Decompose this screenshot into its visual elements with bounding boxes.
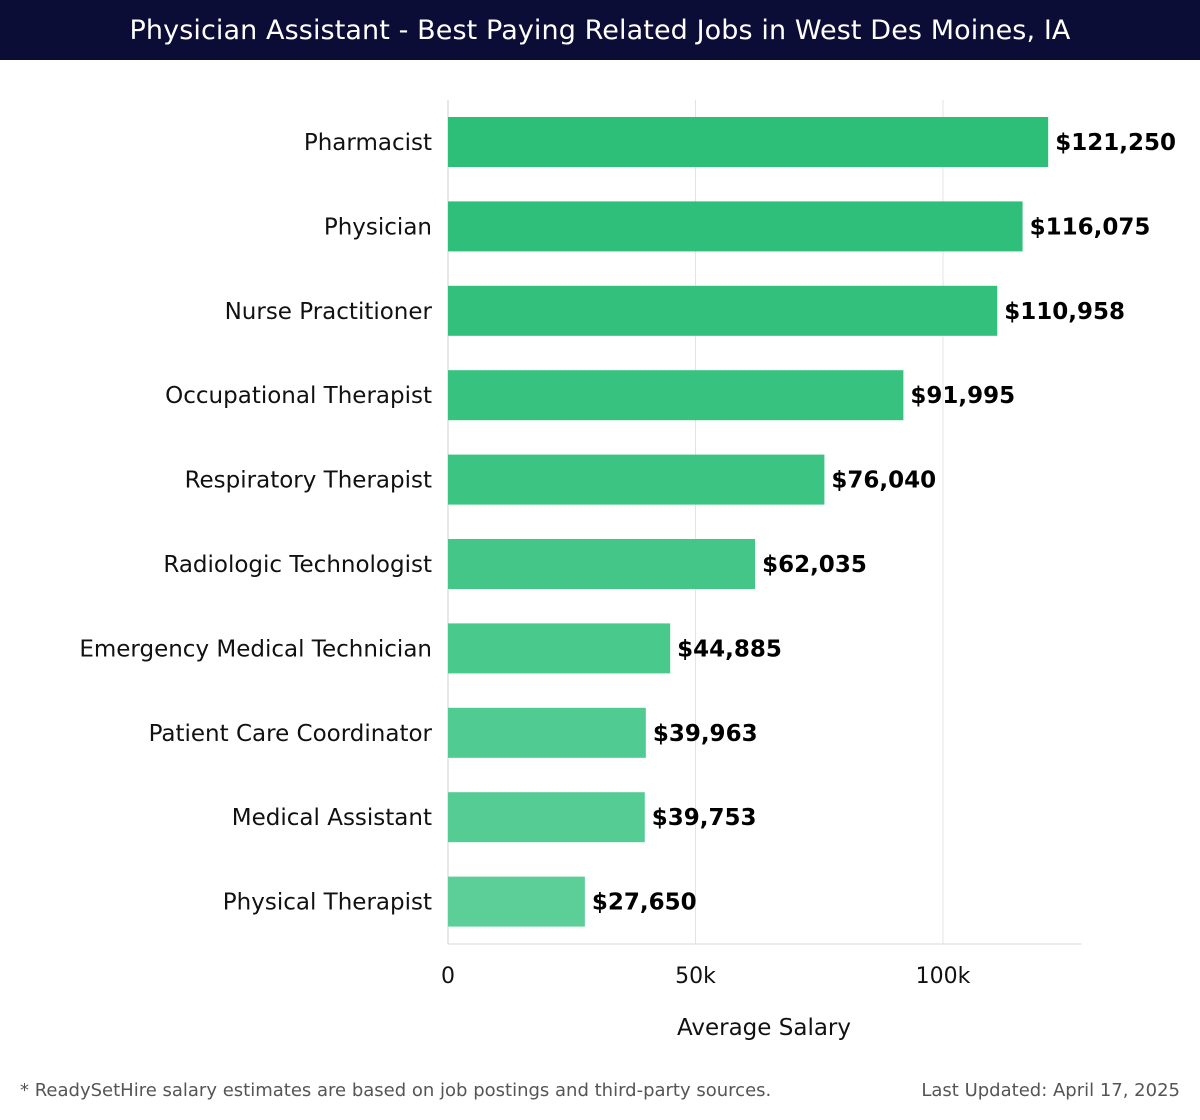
category-label: Pharmacist	[304, 130, 432, 156]
category-label: Patient Care Coordinator	[149, 721, 433, 747]
category-label: Emergency Medical Technician	[79, 636, 432, 662]
value-label: $116,075	[1030, 214, 1151, 240]
value-label: $27,650	[592, 890, 697, 916]
x-axis-ticks: 0 50k 100k	[441, 964, 971, 989]
value-label: $76,040	[831, 468, 936, 494]
value-label: $62,035	[762, 552, 867, 578]
category-label: Radiologic Technologist	[163, 552, 432, 578]
chart-title: Physician Assistant - Best Paying Relate…	[0, 0, 1200, 60]
bar	[448, 285, 998, 336]
bars	[448, 117, 1049, 927]
category-label: Respiratory Therapist	[185, 468, 432, 494]
category-label: Physician	[324, 214, 432, 240]
value-label: $121,250	[1055, 130, 1176, 156]
category-label: Medical Assistant	[232, 805, 432, 831]
bar-chart: Pharmacist Physician Nurse Practitioner Occ…	[79, 100, 1176, 1041]
value-label: $39,963	[653, 721, 758, 747]
bar	[448, 792, 645, 843]
value-labels: $121,250 $116,075 $110,958 $91,995 $76,040 $6…	[592, 130, 1176, 916]
footer-note: * ReadySetHire salary estimates are base…	[20, 1080, 772, 1101]
bar	[448, 117, 1049, 167]
tick-label: 100k	[916, 964, 971, 989]
bar	[448, 876, 585, 927]
tick-label: 50k	[675, 964, 716, 989]
value-label: $91,995	[910, 383, 1015, 409]
bar	[448, 201, 1023, 252]
category-label: Physical Therapist	[223, 890, 432, 916]
value-label: $44,885	[677, 636, 782, 662]
tick-label: 0	[441, 964, 455, 989]
bar	[448, 539, 756, 589]
bar	[448, 454, 825, 505]
bar	[448, 370, 904, 421]
last-updated: Last Updated: April 17, 2025	[921, 1080, 1180, 1101]
bar	[448, 623, 671, 674]
category-label: Nurse Practitioner	[225, 299, 433, 325]
bar	[448, 707, 646, 758]
value-label: $39,753	[652, 805, 757, 831]
category-labels: Pharmacist Physician Nurse Practitioner Occ…	[79, 130, 432, 916]
x-axis-title: Average Salary	[677, 1015, 851, 1041]
value-label: $110,958	[1004, 299, 1125, 325]
category-label: Occupational Therapist	[165, 383, 432, 409]
